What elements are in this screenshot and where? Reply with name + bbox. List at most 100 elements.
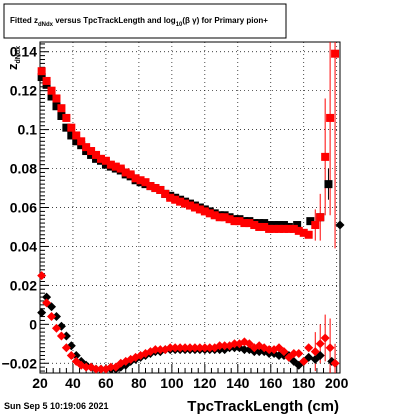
data-point-square — [306, 217, 315, 226]
data-point-square — [230, 217, 239, 226]
data-point-square — [195, 205, 204, 214]
data-point-square — [141, 178, 150, 187]
data-point-square — [171, 195, 180, 204]
data-point-diamond — [51, 312, 61, 322]
data-point-square — [326, 113, 335, 122]
data-point-square — [260, 222, 269, 231]
data-point-diamond — [91, 364, 101, 374]
data-point-diamond — [47, 312, 57, 322]
data-point-square — [146, 182, 155, 191]
data-point-square — [225, 215, 234, 224]
data-point-square — [289, 224, 298, 233]
data-point-square — [47, 92, 56, 101]
data-point-square — [121, 168, 130, 177]
data-point-diamond — [37, 271, 47, 281]
data-point-square — [166, 193, 175, 202]
data-point-diamond — [81, 362, 91, 372]
data-point-diamond — [335, 220, 345, 230]
data-point-diamond — [315, 339, 325, 349]
data-point-square — [299, 228, 308, 237]
data-point-square — [57, 111, 66, 120]
data-point-diamond — [325, 343, 335, 353]
data-point-diamond — [289, 349, 299, 359]
data-point-diamond — [279, 347, 289, 357]
y-tick-label: −0.02 — [2, 355, 38, 371]
data-point-diamond — [170, 343, 180, 353]
x-tick-label: 80 — [131, 375, 147, 391]
data-point-diamond — [310, 347, 320, 357]
data-point-square — [255, 222, 264, 231]
data-point-diamond — [175, 343, 185, 353]
data-point-diamond — [220, 341, 230, 351]
data-point-diamond — [230, 339, 240, 349]
data-point-diamond — [304, 343, 314, 353]
y-tick-label: 0.06 — [10, 200, 37, 216]
data-point-square — [250, 221, 259, 230]
data-point-square — [82, 143, 91, 152]
data-point-square — [200, 207, 209, 216]
data-point-square — [42, 76, 51, 85]
data-point-diamond — [239, 345, 249, 355]
data-point-diamond — [165, 343, 175, 353]
data-point-square — [62, 113, 71, 122]
data-point-diamond — [185, 343, 195, 353]
data-point-square — [106, 160, 115, 169]
data-point-square — [37, 73, 46, 82]
x-axis-tick-labels: 20 40 60 80 100 120 140 160 180 200 — [32, 375, 348, 391]
y-tick-label: 0.04 — [10, 238, 37, 254]
data-point-square — [321, 152, 330, 161]
data-point-diamond — [37, 308, 47, 318]
data-point-square — [37, 67, 46, 76]
data-point-diamond — [200, 343, 210, 353]
data-point-square — [116, 164, 125, 173]
data-point-square — [57, 104, 66, 113]
y-axis-title-main: z — [5, 63, 20, 70]
data-point-diamond — [205, 343, 215, 353]
data-point-square — [316, 213, 325, 222]
data-point-square — [87, 147, 96, 156]
x-axis-title: TpcTrackLength (cm) — [187, 398, 339, 414]
data-point-square — [331, 49, 340, 58]
data-point-square — [156, 185, 165, 194]
data-point-diamond — [264, 345, 274, 355]
data-point-square — [205, 209, 214, 218]
x-tick-label: 40 — [65, 375, 81, 391]
data-point-square — [72, 131, 81, 140]
data-point-square — [240, 219, 249, 228]
data-point-diamond — [155, 345, 165, 355]
data-point-diamond — [294, 349, 304, 359]
y-tick-label: 0.14 — [10, 44, 37, 60]
data-point-square — [92, 150, 101, 159]
data-point-square — [101, 156, 110, 165]
data-point-square — [245, 219, 254, 228]
data-point-diamond — [299, 356, 309, 366]
title-part3: (β γ) for Primary pion+ — [182, 16, 268, 25]
data-point-square — [52, 102, 61, 111]
data-point-square — [176, 197, 185, 206]
data-point-square — [131, 174, 140, 183]
title-line: Fitted zdNdx versus TpcTrackLength and l… — [10, 16, 268, 28]
data-point-diamond — [61, 331, 71, 341]
data-point-square — [210, 211, 219, 220]
data-point-square — [294, 226, 303, 235]
data-point-diamond — [180, 343, 190, 353]
title-part2: versus TpcTrackLength and log — [53, 16, 176, 25]
data-point-diamond — [150, 345, 160, 355]
title-part1: Fitted z — [10, 16, 38, 25]
data-point-square — [136, 176, 145, 185]
x-tick-label: 140 — [226, 375, 250, 391]
y-tick-label: 0 — [29, 316, 37, 332]
data-point-square — [62, 123, 71, 132]
data-point-square — [265, 224, 274, 233]
x-tick-label: 160 — [259, 375, 283, 391]
data-point-diamond — [61, 343, 71, 353]
data-point-diamond — [190, 343, 200, 353]
data-point-diamond — [66, 350, 76, 360]
data-point-square — [111, 162, 120, 171]
data-point-square — [161, 189, 170, 198]
data-point-diamond — [71, 350, 81, 360]
data-point-square — [324, 180, 333, 189]
x-tick-label: 60 — [98, 375, 114, 391]
data-point-square — [151, 184, 160, 193]
